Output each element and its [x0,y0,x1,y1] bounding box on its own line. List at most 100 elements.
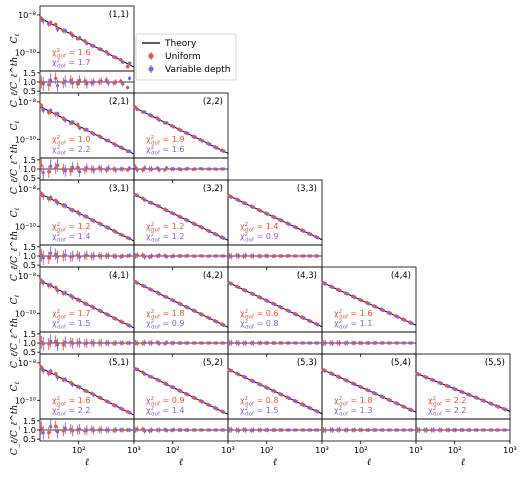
variable-ratio-point [302,254,306,258]
variable-point [200,399,205,404]
variable-ratio-point [237,428,241,432]
uniform-ratio-point [69,169,73,173]
variable-ratio-point [71,341,75,345]
variable-point [135,107,140,112]
variable-ratio-point [309,254,313,258]
x-tick-label: 10³ [127,445,141,455]
variable-point [467,393,472,397]
variable-ratio-point [157,428,161,432]
panel-grid: (1,1)χ2 dof = 1.6χ2 dof = 1.710⁻⁸10⁻¹⁰0.51… [10,5,517,468]
variable-point [193,309,197,314]
ratio-tick-label: 0.5 [23,347,36,357]
variable-point [265,299,270,303]
variable-ratio-point [237,341,241,345]
variable-ratio-point [367,428,371,432]
variable-point [489,402,494,406]
variable-ratio-point [490,428,494,432]
variable-ratio-point [215,341,219,345]
variable-point [41,18,46,23]
variable-ratio-point [309,341,313,345]
y-tick-label: 10⁻⁸ [18,271,36,281]
variable-ratio-point [237,254,241,258]
variable-point [287,309,291,313]
variable-ratio-point [337,341,342,345]
variable-point [164,295,169,299]
variable-point [294,225,299,230]
variable-ratio-point [41,342,45,346]
chi2-uniform-label: χ2 dof = 1.2 [146,222,184,234]
variable-ratio-point [179,254,183,258]
variable-ratio-point [208,254,212,258]
variable-point [229,368,234,373]
chi2-variable-label: χ2 dof = 0.9 [240,232,278,244]
chi2-uniform-label: χ2 dof = 1.9 [146,135,184,147]
variable-point [279,305,284,310]
uniform-ratio-point [54,166,58,170]
variable-point [48,108,53,113]
variable-point [164,121,169,125]
variable-point [243,201,248,206]
variable-point [193,135,197,140]
variable-ratio-point [172,428,176,432]
variable-point [70,382,75,387]
panel-label: (2,2) [203,97,223,107]
variable-point [91,305,96,310]
variable-point [207,316,212,321]
variable-ratio-point [172,341,176,345]
variable-ratio-point [186,341,190,345]
variable-point [41,108,46,112]
variable-ratio-point [106,341,110,345]
variable-point [127,236,132,241]
uniform-ratio-point [119,79,123,83]
variable-ratio-point [323,428,327,432]
variable-point [258,382,263,387]
variable-point [120,146,125,151]
variable-ratio-point [99,79,103,83]
uniform-ratio-point [76,82,80,86]
variable-ratio-point [229,254,233,258]
variable-point [171,385,176,390]
uniform-point [39,103,44,108]
variable-ratio-point [302,428,306,432]
variable-point [63,28,68,33]
variable-ratio-point [157,168,161,172]
uniform-ratio-point [83,79,87,83]
variable-ratio-point [106,254,110,258]
variable-point [352,295,357,300]
variable-point [345,291,350,296]
variable-point [41,368,46,373]
variable-point [55,288,60,292]
variable-ratio-point [165,428,169,432]
panel-label: (5,3) [297,358,317,368]
variable-point [417,372,422,377]
variable-point [301,316,306,320]
variable-point [236,372,241,377]
uniform-ratio-point [126,85,130,90]
variable-point [308,232,313,237]
variable-point [287,222,291,226]
variable-point [135,367,140,372]
variable-ratio-point [315,428,320,432]
variable-point [373,392,378,396]
variable-point [70,295,75,299]
variable-point [287,396,291,400]
variable-point [409,408,414,412]
variable-ratio-point [266,341,270,345]
variable-ratio-point [149,428,154,432]
variable-ratio-point [497,428,501,432]
variable-ratio-point [106,428,110,432]
variable-point [207,229,212,234]
variable-point [179,389,183,394]
variable-point [185,131,190,136]
variable-point [70,33,75,38]
variable-ratio-point [41,171,45,175]
variable-ratio-point [294,341,298,345]
variable-ratio-point [85,428,89,432]
variable-point [85,127,89,132]
variable-point [279,218,284,223]
x-axis-label: ℓ [461,457,465,468]
variable-ratio-point [99,428,103,432]
variable-ratio-point [200,428,204,432]
y-axis-label: Cℓ [10,120,21,130]
variable-point [171,124,176,129]
